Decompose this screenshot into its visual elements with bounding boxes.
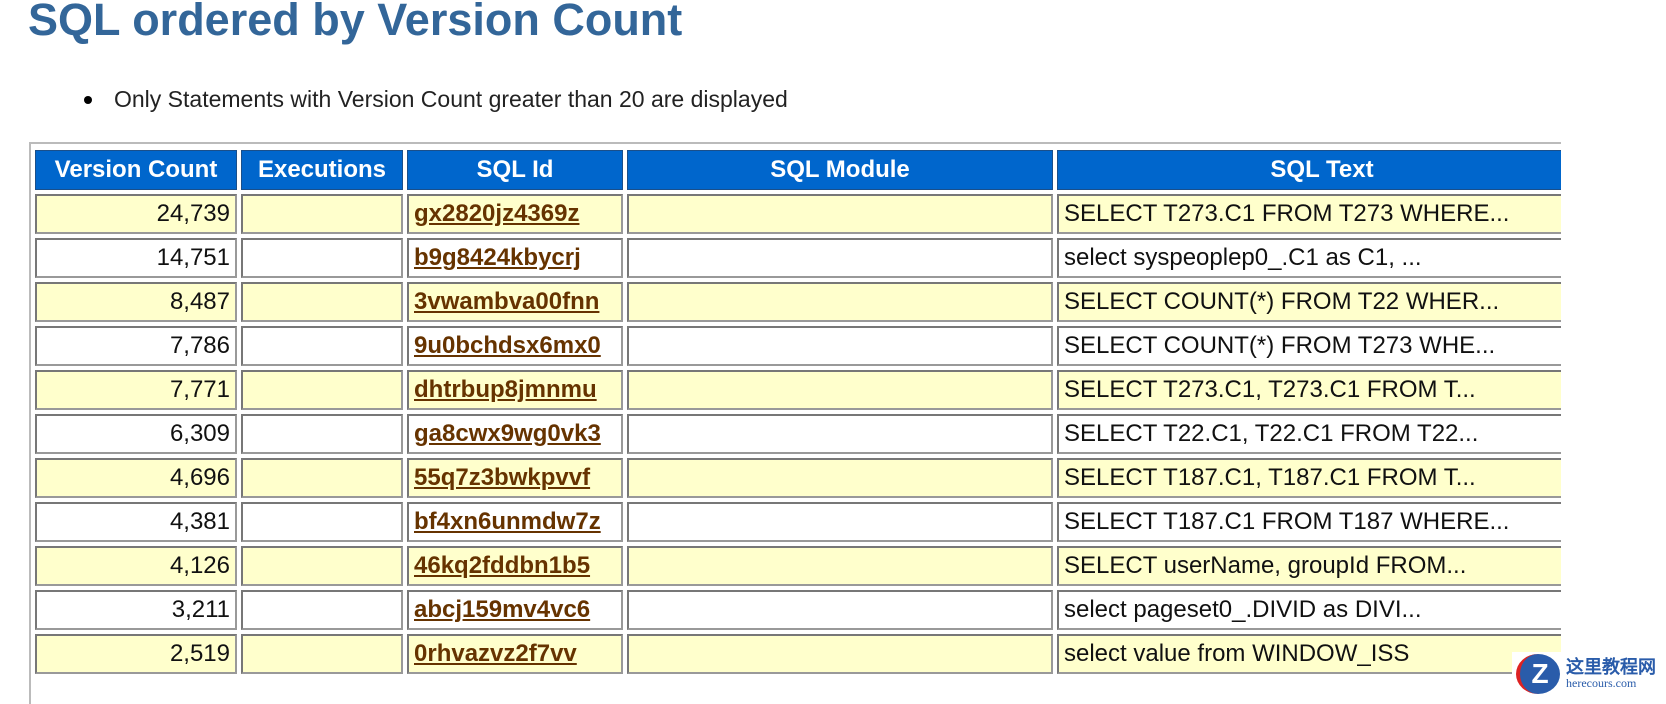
- sql-module-cell: [627, 282, 1053, 322]
- version-count-cell: 2,519: [35, 634, 237, 674]
- executions-cell: [241, 326, 403, 366]
- version-count-cell: 8,487: [35, 282, 237, 322]
- sql-module-cell: [627, 502, 1053, 542]
- sql-module-cell: [627, 546, 1053, 586]
- sql-module-cell: [627, 238, 1053, 278]
- sql-id-link[interactable]: bf4xn6unmdw7z: [414, 508, 601, 535]
- sql-text-cell: SELECT COUNT(*) FROM T22 WHER...: [1057, 282, 1561, 322]
- executions-cell: [241, 458, 403, 498]
- header-sql-id: SQL Id: [407, 150, 623, 190]
- sql-id-cell: bf4xn6unmdw7z: [407, 502, 623, 542]
- table-row: 4,126 46kq2fddbn1b5 SELECT userName, group…: [35, 546, 1561, 586]
- header-executions: Executions: [241, 150, 403, 190]
- executions-cell: [241, 370, 403, 410]
- table-row: 4,696 55q7z3bwkpvvf SELECT T187.C1, T187.C…: [35, 458, 1561, 498]
- table-header-row: Version Count Executions SQL Id SQL Modu…: [35, 150, 1561, 190]
- watermark-logo: Z 这里教程网 herecours.com: [1512, 652, 1660, 696]
- sql-id-cell: 3vwambva00fnn: [407, 282, 623, 322]
- table-row: 24,739 gx2820jz4369z SELECT T273.C1 FROM T…: [35, 194, 1561, 234]
- sql-id-link[interactable]: b9g8424kbycrj: [414, 244, 581, 271]
- sql-id-link[interactable]: abcj159mv4vc6: [414, 596, 591, 623]
- version-count-cell: 7,771: [35, 370, 237, 410]
- sql-text-cell: SELECT COUNT(*) FROM T273 WHE...: [1057, 326, 1561, 366]
- sql-version-table-container: Version Count Executions SQL Id SQL Modu…: [29, 142, 1561, 704]
- sql-id-link[interactable]: gx2820jz4369z: [414, 200, 580, 227]
- table-row: 7,786 9u0bchdsx6mx0 SELECT COUNT(*) FROM T…: [35, 326, 1561, 366]
- version-count-cell: 4,381: [35, 502, 237, 542]
- sql-text-cell: select syspeoplep0_.C1 as C1, ...: [1057, 238, 1561, 278]
- sql-module-cell: [627, 590, 1053, 630]
- table-row: 4,381 bf4xn6unmdw7z SELECT T187.C1 FROM T1…: [35, 502, 1561, 542]
- version-count-cell: 6,309: [35, 414, 237, 454]
- header-sql-text: SQL Text: [1057, 150, 1561, 190]
- note-text: Only Statements with Version Count great…: [114, 86, 788, 112]
- sql-module-cell: [627, 370, 1053, 410]
- sql-module-cell: [627, 414, 1053, 454]
- executions-cell: [241, 546, 403, 586]
- sql-id-cell: abcj159mv4vc6: [407, 590, 623, 630]
- executions-cell: [241, 282, 403, 322]
- sql-id-link[interactable]: 55q7z3bwkpvvf: [414, 464, 591, 491]
- sql-module-cell: [627, 194, 1053, 234]
- header-version-count: Version Count: [35, 150, 237, 190]
- sql-module-cell: [627, 458, 1053, 498]
- sql-version-table: Version Count Executions SQL Id SQL Modu…: [31, 146, 1561, 678]
- table-row: 3,211 abcj159mv4vc6 select pageset0_.DIVID…: [35, 590, 1561, 630]
- z-logo-icon: Z: [1516, 654, 1560, 694]
- sql-id-link[interactable]: dhtrbup8jmnmu: [414, 376, 597, 403]
- executions-cell: [241, 414, 403, 454]
- executions-cell: [241, 590, 403, 630]
- sql-id-link[interactable]: 46kq2fddbn1b5: [414, 552, 591, 579]
- sql-text-cell: SELECT T273.C1, T273.C1 FROM T...: [1057, 370, 1561, 410]
- sql-id-cell: 55q7z3bwkpvvf: [407, 458, 623, 498]
- sql-module-cell: [627, 326, 1053, 366]
- sql-id-cell: dhtrbup8jmnmu: [407, 370, 623, 410]
- sql-id-link[interactable]: 3vwambva00fnn: [414, 288, 600, 315]
- sql-text-cell: select value from WINDOW_ISS: [1057, 634, 1561, 674]
- sql-id-link[interactable]: 9u0bchdsx6mx0: [414, 332, 601, 359]
- sql-text-cell: select pageset0_.DIVID as DIVI...: [1057, 590, 1561, 630]
- executions-cell: [241, 634, 403, 674]
- executions-cell: [241, 194, 403, 234]
- table-row: 14,751 b9g8424kbycrj select syspeoplep0_.C…: [35, 238, 1561, 278]
- sql-text-cell: SELECT T22.C1, T22.C1 FROM T22...: [1057, 414, 1561, 454]
- sql-text-cell: SELECT T187.C1 FROM T187 WHERE...: [1057, 502, 1561, 542]
- sql-id-cell: b9g8424kbycrj: [407, 238, 623, 278]
- watermark-cn: 这里教程网: [1566, 657, 1656, 678]
- table-row: 8,487 3vwambva00fnn SELECT COUNT(*) FROM T…: [35, 282, 1561, 322]
- note-list-item: Only Statements with Version Count great…: [84, 86, 788, 113]
- sql-id-cell: 0rhvazvz2f7vv: [407, 634, 623, 674]
- version-count-cell: 24,739: [35, 194, 237, 234]
- executions-cell: [241, 502, 403, 542]
- version-count-cell: 4,696: [35, 458, 237, 498]
- version-count-cell: 3,211: [35, 590, 237, 630]
- sql-text-cell: SELECT T187.C1, T187.C1 FROM T...: [1057, 458, 1561, 498]
- bullet-icon: [84, 95, 92, 104]
- sql-id-link[interactable]: 0rhvazvz2f7vv: [414, 640, 577, 667]
- table-row: 7,771 dhtrbup8jmnmu SELECT T273.C1, T273.C…: [35, 370, 1561, 410]
- version-count-cell: 14,751: [35, 238, 237, 278]
- header-sql-module: SQL Module: [627, 150, 1053, 190]
- page-title: SQL ordered by Version Count: [28, 0, 683, 45]
- sql-text-cell: SELECT T273.C1 FROM T273 WHERE...: [1057, 194, 1561, 234]
- sql-id-cell: 46kq2fddbn1b5: [407, 546, 623, 586]
- sql-id-cell: ga8cwx9wg0vk3: [407, 414, 623, 454]
- sql-id-cell: 9u0bchdsx6mx0: [407, 326, 623, 366]
- version-count-cell: 7,786: [35, 326, 237, 366]
- watermark-en: herecours.com: [1566, 676, 1637, 690]
- table-row: 6,309 ga8cwx9wg0vk3 SELECT T22.C1, T22.C1 …: [35, 414, 1561, 454]
- sql-id-cell: gx2820jz4369z: [407, 194, 623, 234]
- executions-cell: [241, 238, 403, 278]
- sql-module-cell: [627, 634, 1053, 674]
- version-count-cell: 4,126: [35, 546, 237, 586]
- sql-id-link[interactable]: ga8cwx9wg0vk3: [414, 420, 601, 447]
- sql-text-cell: SELECT userName, groupId FROM...: [1057, 546, 1561, 586]
- table-row: 2,519 0rhvazvz2f7vv select value from WIND…: [35, 634, 1561, 674]
